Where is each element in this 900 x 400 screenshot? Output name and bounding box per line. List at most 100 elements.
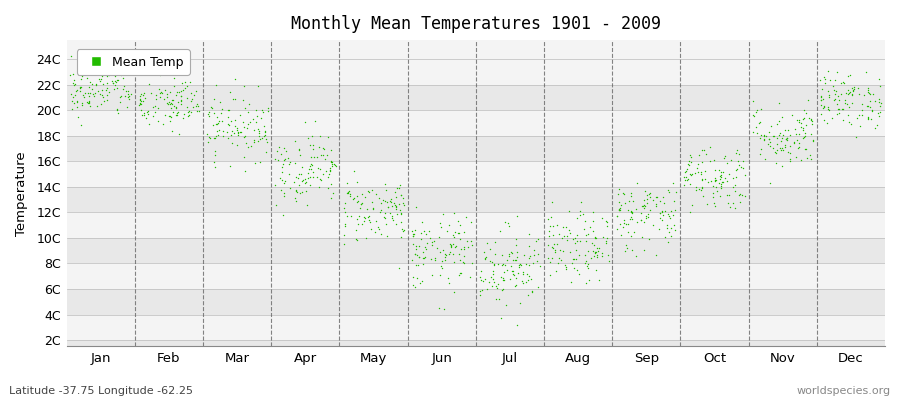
Point xyxy=(861,103,876,109)
Point xyxy=(775,163,789,170)
Point xyxy=(714,172,728,179)
Point xyxy=(485,259,500,265)
Point xyxy=(510,253,525,260)
Point xyxy=(72,85,86,91)
Point xyxy=(629,252,643,259)
Point xyxy=(389,221,403,227)
Point xyxy=(292,171,306,178)
Point xyxy=(248,160,263,166)
Point xyxy=(337,240,351,247)
Point xyxy=(805,120,819,127)
Point xyxy=(457,229,472,235)
Point xyxy=(208,134,222,141)
Point xyxy=(754,132,769,138)
Point xyxy=(546,245,561,252)
Point xyxy=(723,204,737,210)
Point xyxy=(722,171,736,177)
Point xyxy=(758,156,772,162)
Point xyxy=(821,104,835,110)
Point xyxy=(214,106,229,112)
Point xyxy=(386,200,400,206)
Point xyxy=(820,119,834,126)
Point xyxy=(821,87,835,94)
Point xyxy=(251,138,266,144)
Point xyxy=(202,113,216,119)
Point xyxy=(713,176,727,182)
Point xyxy=(598,218,613,224)
Point xyxy=(274,151,289,158)
Point xyxy=(609,226,624,232)
Point xyxy=(498,219,512,225)
Point xyxy=(542,228,556,234)
Point xyxy=(706,200,721,206)
Point xyxy=(416,261,430,267)
Point xyxy=(339,213,354,219)
Point xyxy=(154,89,168,96)
Point xyxy=(521,273,535,280)
Point xyxy=(542,233,556,240)
Point xyxy=(694,187,708,193)
Point xyxy=(102,88,116,95)
Point xyxy=(843,121,858,128)
Point xyxy=(791,145,806,151)
Point xyxy=(669,188,683,195)
Point xyxy=(275,169,290,175)
Point xyxy=(362,217,376,223)
Point xyxy=(184,90,199,97)
Point xyxy=(842,87,856,93)
Point xyxy=(506,268,520,274)
Point xyxy=(522,230,536,237)
Point xyxy=(660,225,674,231)
Point xyxy=(599,218,614,225)
Point xyxy=(131,102,146,109)
Point xyxy=(776,132,790,138)
Point xyxy=(363,218,377,225)
Point xyxy=(610,191,625,198)
Point xyxy=(237,154,251,160)
Point xyxy=(677,181,691,188)
Point xyxy=(302,162,317,169)
Point xyxy=(548,249,562,255)
Point xyxy=(222,122,237,128)
Point xyxy=(256,133,271,139)
Point xyxy=(110,85,124,92)
Point xyxy=(650,194,664,200)
Point xyxy=(228,116,242,123)
Point xyxy=(79,99,94,106)
Point xyxy=(688,170,702,176)
Point xyxy=(612,199,626,205)
Point xyxy=(473,288,488,294)
Point xyxy=(832,97,847,103)
Point xyxy=(792,131,806,137)
Point xyxy=(436,247,451,254)
Point xyxy=(768,148,782,155)
Point xyxy=(873,103,887,110)
Point xyxy=(372,226,386,232)
Point xyxy=(122,94,136,100)
Point xyxy=(634,210,648,216)
Point xyxy=(322,171,337,177)
Point xyxy=(549,268,563,274)
Point xyxy=(141,80,156,87)
Point xyxy=(514,262,528,268)
Point xyxy=(111,109,125,116)
Point xyxy=(721,200,735,206)
Point xyxy=(283,184,297,191)
Point xyxy=(618,200,633,206)
Point xyxy=(181,112,195,119)
Point xyxy=(767,132,781,139)
Point xyxy=(681,158,696,164)
Point xyxy=(412,253,427,260)
Point xyxy=(176,110,191,117)
Point xyxy=(487,278,501,285)
Point xyxy=(725,184,740,190)
Point xyxy=(796,115,811,121)
Point xyxy=(148,96,163,102)
Point xyxy=(112,99,127,106)
Point xyxy=(783,150,797,156)
Point xyxy=(612,206,626,212)
Point xyxy=(834,80,849,86)
Point xyxy=(616,220,631,226)
Point xyxy=(751,107,765,113)
Point xyxy=(406,241,420,247)
